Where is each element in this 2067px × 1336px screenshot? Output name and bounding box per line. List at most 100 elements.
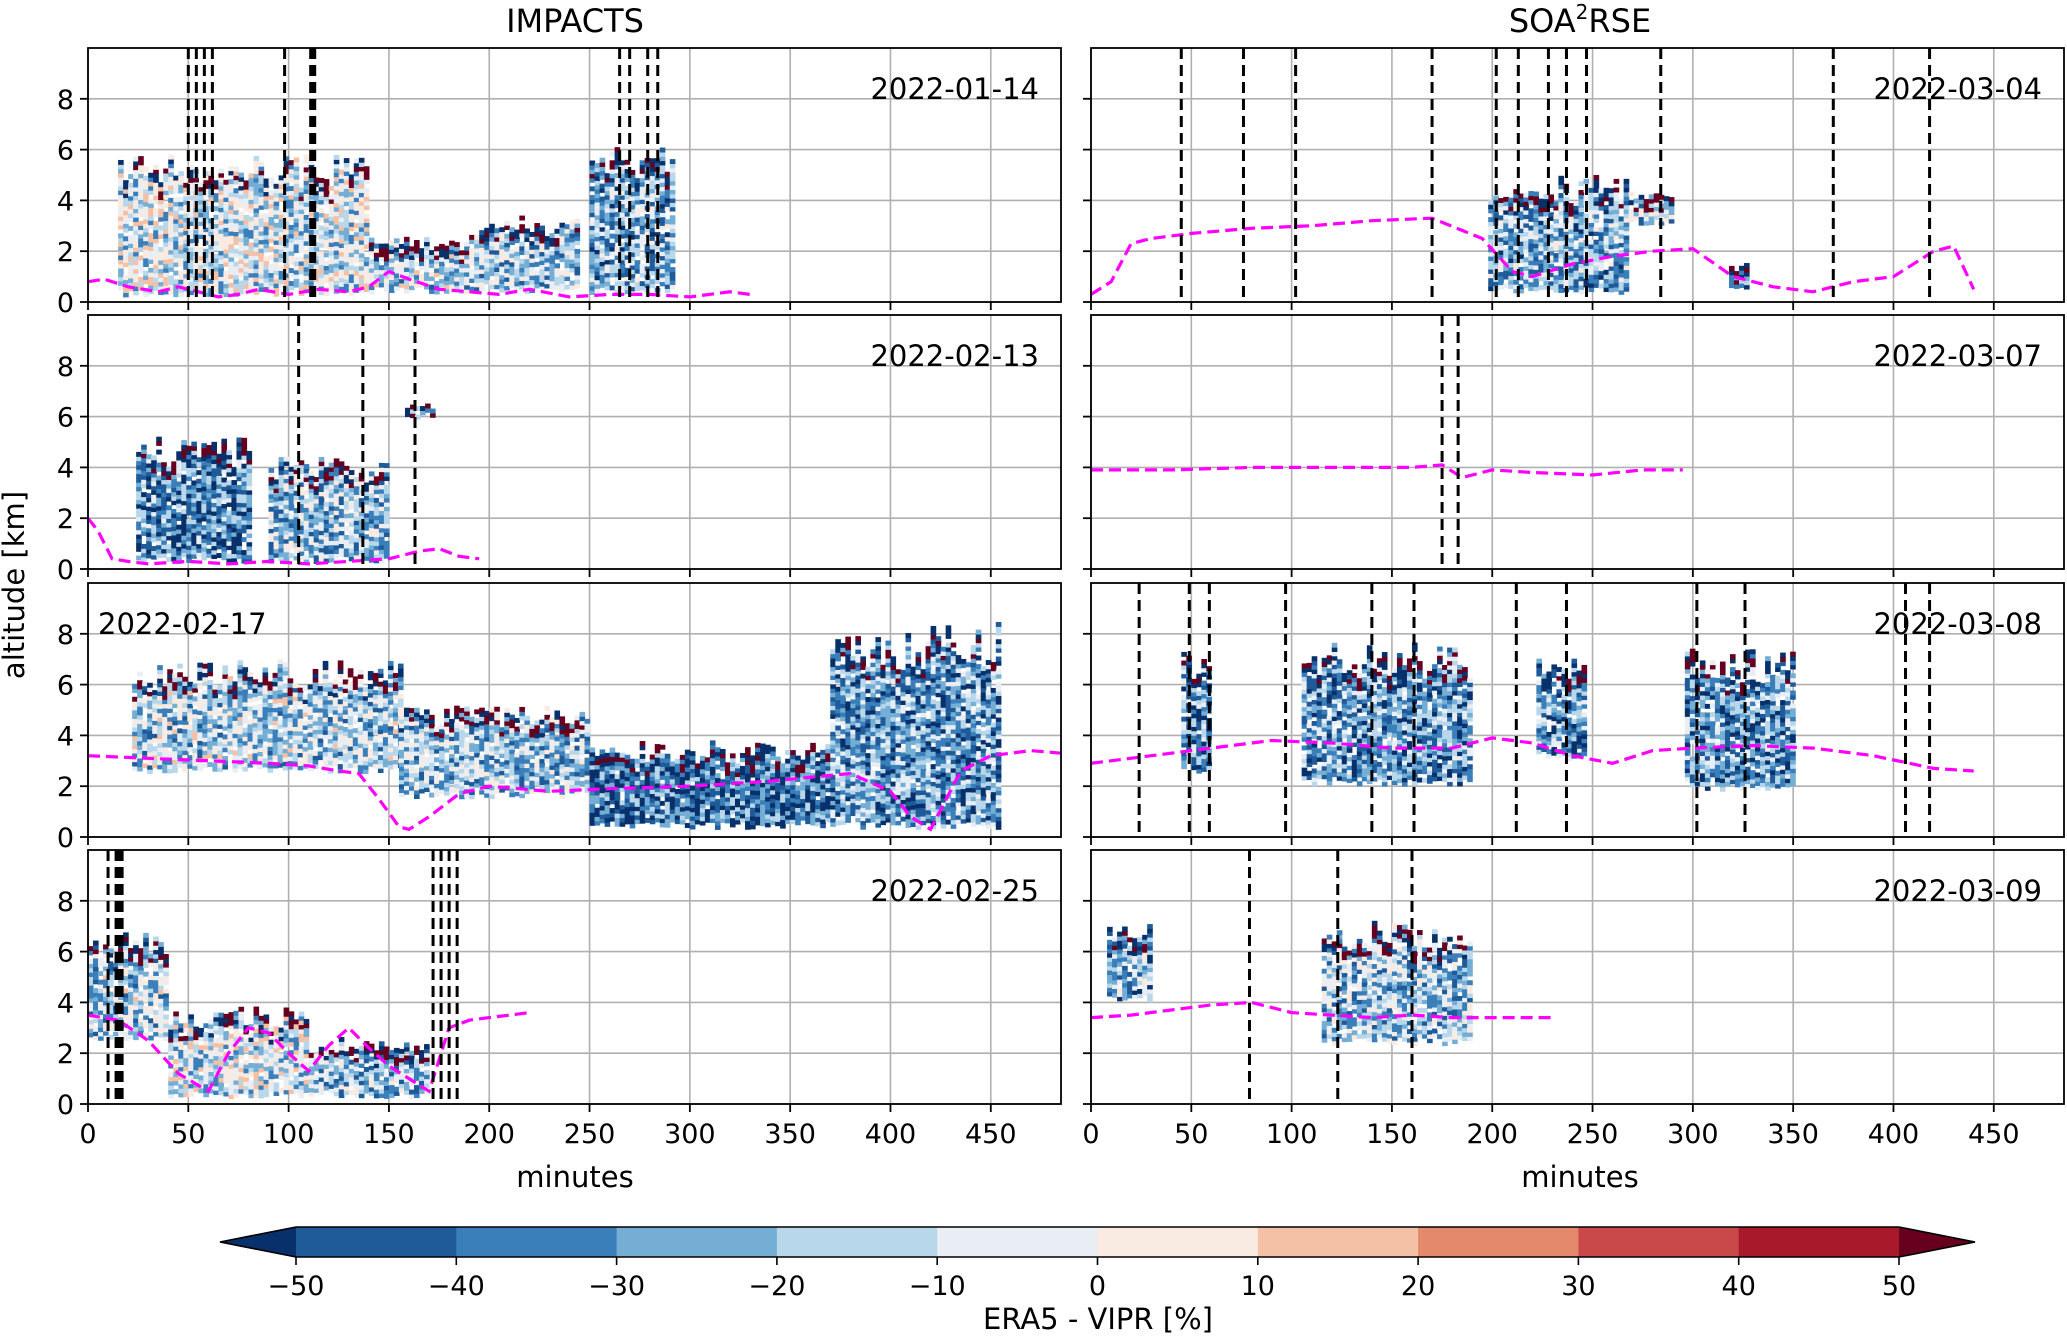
echo-cell — [564, 228, 571, 234]
echo-cell — [233, 196, 240, 202]
echo-cell — [372, 741, 379, 747]
echo-cell — [424, 748, 430, 754]
echo-cell — [208, 261, 214, 267]
echo-cell — [362, 687, 369, 692]
echo-cell — [589, 169, 596, 175]
echo-cell — [173, 261, 179, 267]
echo-cell — [146, 501, 152, 507]
echo-cell — [569, 228, 576, 234]
echo-cell — [292, 726, 299, 732]
echo-cell — [157, 665, 163, 671]
echo-cell — [242, 693, 249, 699]
echo-cell — [278, 179, 285, 185]
echo-cell — [151, 481, 157, 487]
echo-cell — [302, 725, 309, 730]
echo-cell — [173, 257, 179, 263]
echo-cell — [243, 266, 250, 272]
echo-cell — [273, 214, 280, 219]
echo-cell — [489, 789, 495, 795]
echo-cell — [308, 531, 315, 537]
echo-cell — [559, 287, 566, 293]
echo-cell — [233, 261, 240, 267]
echo-cell — [372, 763, 379, 769]
echo-cell — [327, 760, 334, 766]
echo-cell — [554, 276, 561, 282]
echo-cell — [398, 261, 405, 267]
echo-cell — [342, 761, 349, 767]
echo-cell — [308, 527, 315, 533]
echo-cell — [283, 469, 290, 475]
echo-cell — [629, 251, 636, 257]
echo-cell — [222, 665, 229, 671]
echo-cell — [614, 151, 621, 157]
echo-cell — [188, 195, 194, 201]
echo-cell — [479, 776, 485, 782]
echo-cell — [118, 190, 124, 196]
echo-cell — [434, 778, 440, 784]
echo-cell — [153, 246, 159, 252]
echo-cell — [237, 694, 244, 700]
echo-cell — [328, 488, 335, 494]
echo-cell — [414, 278, 420, 284]
echo-cell — [268, 549, 275, 555]
echo-cell — [504, 233, 510, 239]
echo-cell — [327, 708, 334, 714]
echo-cell — [619, 177, 626, 183]
echo-cell — [459, 781, 465, 787]
echo-cell — [494, 258, 500, 264]
echo-cell — [509, 714, 515, 720]
echo-cell — [624, 250, 631, 256]
echo-cell — [143, 218, 149, 224]
echo-cell — [236, 519, 243, 525]
echo-cell — [634, 195, 641, 201]
echo-cell — [338, 243, 345, 248]
echo-cell — [624, 254, 631, 260]
echo-cell — [146, 471, 152, 477]
echo-cell — [464, 241, 470, 247]
echo-cell — [444, 249, 450, 255]
echo-cell — [659, 156, 666, 162]
echo-cell — [246, 532, 253, 538]
echo-cell — [474, 265, 480, 271]
echo-cell — [459, 280, 465, 286]
echo-cell — [218, 280, 225, 286]
echo-cell — [232, 681, 239, 687]
echo-cell — [308, 552, 315, 558]
echo-cell — [639, 203, 646, 209]
echo-cell — [118, 241, 124, 247]
echo-cell — [222, 725, 229, 731]
echo-cell — [238, 211, 245, 217]
echo-cell — [352, 685, 359, 690]
echo-cell — [258, 265, 265, 271]
echo-cell — [629, 213, 636, 219]
echo-cell — [238, 289, 245, 295]
echo-cell — [221, 438, 228, 444]
echo-cell — [337, 729, 344, 735]
echo-cell — [212, 689, 218, 694]
echo-cell — [368, 289, 375, 295]
echo-cell — [297, 765, 304, 771]
echo-cell — [322, 695, 329, 701]
echo-cell — [362, 708, 369, 714]
echo-cell — [524, 275, 530, 281]
echo-cell — [367, 671, 374, 676]
echo-cell — [328, 198, 335, 204]
echo-cell — [147, 734, 153, 740]
echo-cell — [187, 742, 193, 748]
echo-cell — [156, 535, 162, 541]
echo-cell — [494, 232, 500, 238]
echo-cell — [157, 729, 163, 735]
echo-cell — [238, 237, 245, 243]
echo-cell — [624, 159, 631, 165]
echo-cell — [246, 554, 253, 560]
echo-cell — [137, 727, 143, 733]
echo-cell — [419, 771, 425, 777]
echo-cell — [348, 521, 355, 527]
echo-cell — [213, 244, 220, 250]
echo-cell — [328, 462, 335, 468]
echo-cell — [148, 267, 154, 273]
echo-cell — [142, 750, 148, 756]
echo-cell — [669, 172, 676, 178]
echo-cell — [434, 770, 440, 776]
echo-cell — [474, 722, 480, 728]
